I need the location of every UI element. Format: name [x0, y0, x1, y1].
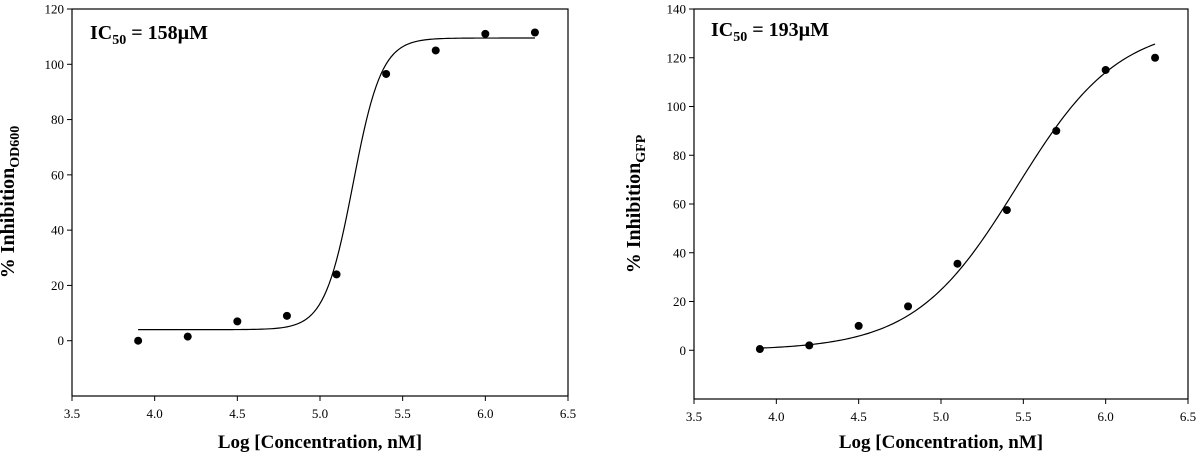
y-tick-label: 140 [667, 2, 687, 17]
data-point [904, 302, 913, 311]
data-point [183, 332, 192, 341]
x-tick-label: 5.5 [1015, 409, 1031, 424]
x-tick-label: 6.5 [1180, 409, 1196, 424]
x-tick-label: 6.5 [560, 406, 576, 421]
data-point [382, 69, 391, 78]
y-tick-label: 20 [51, 278, 64, 293]
y-axis-ticks: 0 20 40 60 80 100 120 140 [667, 2, 694, 358]
data-point [134, 336, 143, 345]
y-tick-label: 0 [58, 333, 65, 348]
x-tick-label: 5.5 [395, 406, 411, 421]
ic50-annotation: IC50 = 193µM [711, 19, 829, 45]
fit-curve [138, 37, 535, 331]
data-point [1151, 53, 1160, 62]
x-axis-ticks: 3.5 4.0 4.5 5.0 5.5 6.0 6.5 [64, 396, 576, 421]
y-tick-label: 80 [673, 148, 686, 163]
y-tick-label: 80 [51, 112, 64, 127]
y-tick-label: 100 [667, 99, 687, 114]
x-tick-label: 5.0 [312, 406, 328, 421]
data-point [854, 321, 863, 330]
data-point [530, 28, 539, 37]
x-axis-ticks: 3.5 4.0 4.5 5.0 5.5 6.0 6.5 [686, 399, 1196, 424]
chart-gfp: 0 20 40 60 80 100 120 140 3.5 4.0 4.5 5.0 5.5 6.0 6.5… [623, 2, 1196, 454]
y-axis-ticks: 0 20 40 60 80 100 120 [45, 2, 72, 348]
data-point [755, 345, 764, 354]
plot-area-frame [693, 8, 1189, 400]
data-point [1052, 126, 1061, 135]
fit-curve [759, 43, 1156, 349]
x-tick-label: 4.5 [229, 406, 245, 421]
x-tick-label: 6.0 [477, 406, 493, 421]
x-axis-label: Log [Concentration, nM] [218, 432, 422, 453]
x-tick-label: 3.5 [64, 406, 80, 421]
y-tick-label: 60 [673, 197, 686, 212]
data-point [1002, 206, 1011, 215]
x-tick-label: 5.0 [933, 409, 949, 424]
data-point [805, 341, 814, 350]
ic50-annotation: IC50 = 158µM [90, 22, 208, 48]
x-axis-label: Log [Concentration, nM] [839, 432, 1043, 453]
y-tick-label: 20 [673, 294, 686, 309]
x-tick-label: 6.0 [1098, 409, 1114, 424]
data-point [1101, 65, 1110, 74]
y-axis-label: % InhibitionOD600 [0, 126, 23, 279]
y-tick-label: 40 [673, 245, 686, 260]
y-tick-label: 100 [45, 57, 65, 72]
data-point [431, 46, 440, 55]
data-points [755, 53, 1160, 354]
x-tick-label: 4.0 [147, 406, 163, 421]
y-tick-label: 60 [51, 167, 64, 182]
x-tick-label: 3.5 [686, 409, 702, 424]
chart-od600: 0 20 40 60 80 100 120 3.5 4.0 4.5 5.0 5.5 6.0 6.5 IC… [0, 2, 576, 454]
data-point [481, 29, 490, 38]
y-axis-label: % InhibitionGFP [623, 134, 649, 273]
y-tick-label: 0 [680, 343, 687, 358]
y-tick-label: 120 [45, 2, 65, 17]
data-point [332, 270, 341, 279]
x-tick-label: 4.0 [768, 409, 784, 424]
y-tick-label: 120 [667, 50, 687, 65]
x-tick-label: 4.5 [851, 409, 867, 424]
data-points [134, 28, 539, 345]
data-point [282, 311, 291, 320]
data-point [233, 317, 242, 326]
plot-area-frame [71, 8, 569, 397]
y-tick-label: 40 [51, 223, 64, 238]
data-point [953, 259, 962, 268]
